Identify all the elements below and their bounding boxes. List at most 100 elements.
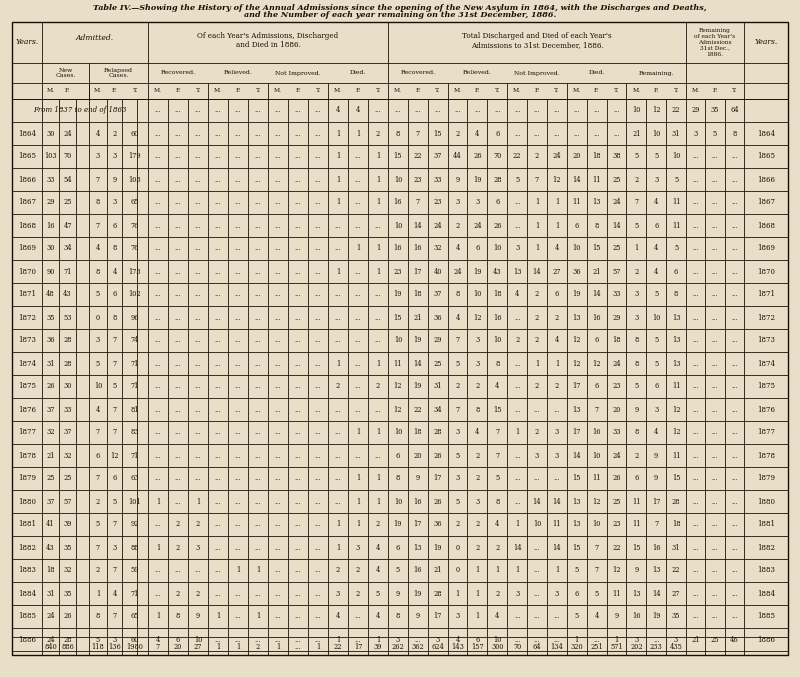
- Text: 83: 83: [130, 429, 139, 437]
- Text: 6: 6: [176, 636, 180, 644]
- Text: 2: 2: [495, 590, 499, 598]
- Text: ...: ...: [554, 475, 560, 483]
- Text: 16: 16: [652, 544, 661, 552]
- Text: ...: ...: [295, 475, 301, 483]
- Text: ...: ...: [295, 383, 301, 391]
- Text: ...: ...: [295, 152, 301, 160]
- Text: 6: 6: [654, 221, 658, 230]
- Text: 840: 840: [44, 643, 57, 651]
- Text: ...: ...: [355, 613, 361, 621]
- Text: 1884: 1884: [757, 590, 775, 598]
- Text: ...: ...: [731, 429, 738, 437]
- Text: 2: 2: [495, 544, 499, 552]
- Text: ...: ...: [235, 613, 241, 621]
- Text: 8: 8: [396, 129, 400, 137]
- Text: ...: ...: [155, 406, 161, 414]
- Text: 31: 31: [46, 590, 54, 598]
- Text: 3: 3: [554, 429, 559, 437]
- Text: 8: 8: [732, 129, 737, 137]
- Text: 8: 8: [96, 613, 100, 621]
- Text: ...: ...: [275, 613, 281, 621]
- Text: ...: ...: [731, 221, 738, 230]
- Text: ...: ...: [394, 106, 401, 114]
- Text: 2: 2: [356, 567, 360, 575]
- Text: 11: 11: [672, 452, 680, 460]
- Text: ...: ...: [315, 567, 321, 575]
- Text: 362: 362: [411, 643, 424, 651]
- Text: Years.: Years.: [754, 39, 778, 47]
- Text: 6: 6: [112, 221, 117, 230]
- Text: Not Improved.: Not Improved.: [275, 70, 321, 76]
- Text: 10: 10: [474, 290, 482, 299]
- Text: 21: 21: [414, 313, 422, 322]
- Text: 1: 1: [376, 359, 380, 368]
- Text: 12: 12: [110, 452, 118, 460]
- Text: M.: M.: [632, 89, 640, 93]
- Text: 2: 2: [376, 383, 380, 391]
- Text: ...: ...: [255, 383, 261, 391]
- Text: 37: 37: [434, 152, 442, 160]
- Text: 4: 4: [654, 244, 658, 253]
- Text: ...: ...: [275, 106, 281, 114]
- Text: 18: 18: [672, 521, 680, 529]
- Text: 3: 3: [554, 590, 559, 598]
- Text: ...: ...: [731, 313, 738, 322]
- Text: 3: 3: [455, 198, 460, 206]
- Text: 1875: 1875: [757, 383, 775, 391]
- Text: 31: 31: [434, 383, 442, 391]
- Text: 90: 90: [46, 267, 54, 276]
- Text: 1871: 1871: [18, 290, 36, 299]
- Text: 435: 435: [670, 643, 682, 651]
- Text: 32: 32: [46, 429, 54, 437]
- Text: 17: 17: [414, 267, 422, 276]
- Text: ...: ...: [693, 383, 699, 391]
- Text: 3: 3: [515, 590, 519, 598]
- Text: ...: ...: [693, 290, 699, 299]
- Text: ...: ...: [215, 498, 221, 506]
- Text: ...: ...: [355, 636, 361, 644]
- Text: 18: 18: [414, 429, 422, 437]
- Text: 4: 4: [495, 613, 499, 621]
- Text: T.: T.: [494, 89, 500, 93]
- Text: ...: ...: [275, 636, 281, 644]
- Text: ...: ...: [235, 198, 241, 206]
- Text: ...: ...: [175, 106, 181, 114]
- Text: 1: 1: [156, 544, 160, 552]
- Text: 8: 8: [455, 290, 460, 299]
- Text: ...: ...: [534, 636, 540, 644]
- Text: 10: 10: [394, 336, 402, 345]
- Text: 10: 10: [394, 221, 402, 230]
- Text: 8: 8: [674, 290, 678, 299]
- Text: 1869: 1869: [757, 244, 775, 253]
- Text: 7: 7: [416, 198, 420, 206]
- Text: 19: 19: [652, 613, 661, 621]
- Text: ...: ...: [195, 152, 201, 160]
- Text: 5: 5: [96, 521, 100, 529]
- Text: ...: ...: [275, 198, 281, 206]
- Text: ...: ...: [335, 406, 341, 414]
- Text: ...: ...: [175, 290, 181, 299]
- Text: 1: 1: [376, 498, 380, 506]
- Text: 28: 28: [434, 429, 442, 437]
- Text: 3: 3: [475, 498, 479, 506]
- Text: 57: 57: [612, 267, 621, 276]
- Text: 2: 2: [515, 336, 519, 345]
- Text: 1: 1: [515, 567, 519, 575]
- Text: Years.: Years.: [15, 39, 38, 47]
- Text: ...: ...: [315, 313, 321, 322]
- Text: 13: 13: [573, 521, 581, 529]
- Text: 1: 1: [376, 175, 380, 183]
- Text: M.: M.: [154, 89, 162, 93]
- Text: ...: ...: [693, 267, 699, 276]
- Text: 21: 21: [46, 452, 54, 460]
- Text: 2: 2: [376, 129, 380, 137]
- Text: ...: ...: [693, 452, 699, 460]
- Text: ...: ...: [335, 244, 341, 253]
- Text: 1: 1: [196, 498, 200, 506]
- Text: 1: 1: [515, 429, 519, 437]
- Text: 4: 4: [336, 106, 340, 114]
- Text: ...: ...: [693, 613, 699, 621]
- Text: ...: ...: [693, 498, 699, 506]
- Text: ...: ...: [235, 336, 241, 345]
- Text: 1: 1: [356, 475, 360, 483]
